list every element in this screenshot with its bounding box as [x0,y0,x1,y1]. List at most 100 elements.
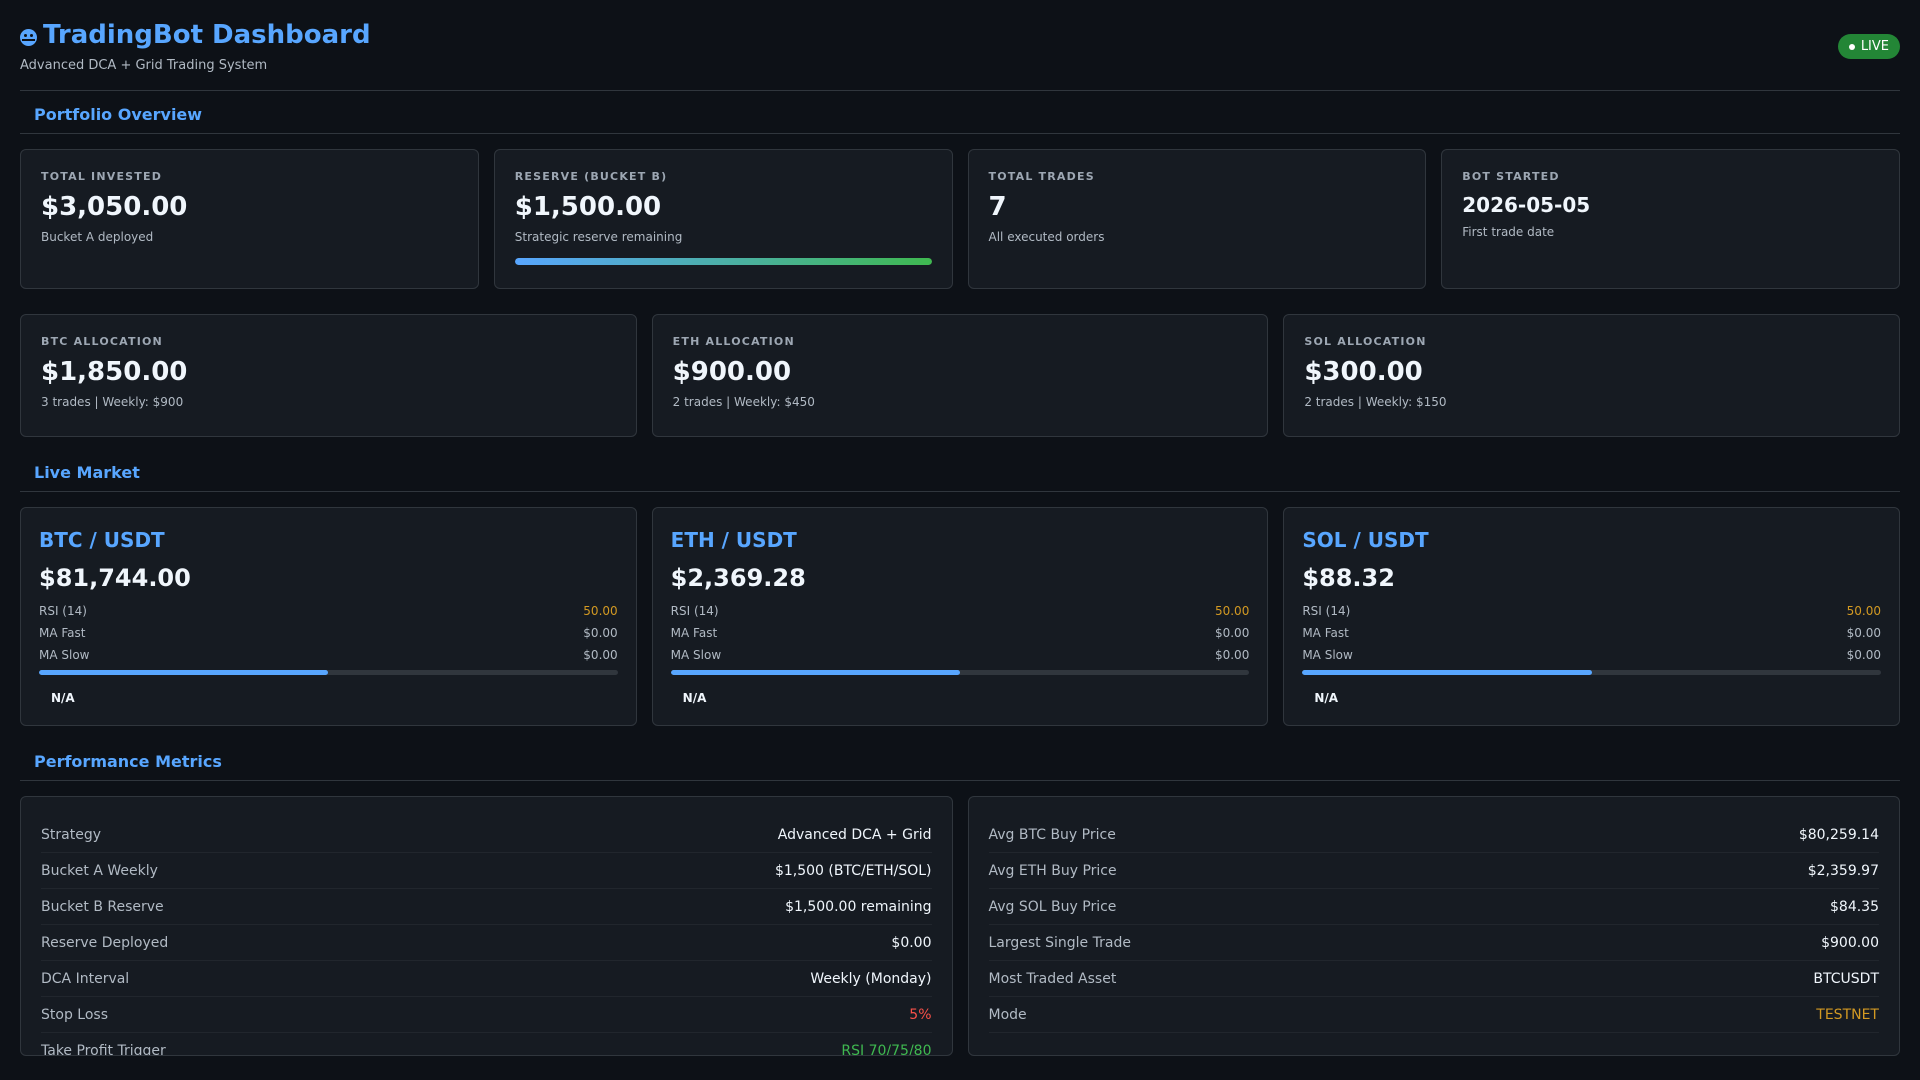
stat-label: BTC ALLOCATION [41,335,163,348]
rsi-row: RSI (14) 50.00 [1302,600,1881,622]
perf-row: Mode TESTNET [988,997,1879,1033]
perf-value: Advanced DCA + Grid [777,826,932,843]
perf-row: Avg BTC Buy Price $80,259.14 [988,817,1879,853]
section-title-performance: Performance Metrics [20,738,1900,781]
btc-allocation-card: BTC ALLOCATION $1,850.00 3 trades | Week… [20,314,637,437]
pair-name: SOL / USDT [1302,528,1429,552]
signal-label: N/A [1314,691,1339,705]
stat-label: TOTAL TRADES [988,170,1095,183]
pair-name: ETH / USDT [670,528,797,552]
rsi-level-fill [39,670,329,675]
perf-key: DCA Interval [41,970,130,987]
perf-value: $2,359.97 [1807,862,1879,879]
ma-slow-value: $0.00 [1846,648,1881,662]
perf-key: Bucket B Reserve [41,898,164,915]
total-invested-card: TOTAL INVESTED $3,050.00 Bucket A deploy… [20,149,479,289]
perf-key: Bucket A Weekly [41,862,158,879]
perf-key: Avg ETH Buy Price [988,862,1117,879]
stat-label: ETH ALLOCATION [672,335,795,348]
ma-fast-row: MA Fast $0.00 [39,622,618,644]
signal-label: N/A [51,691,75,705]
perf-row: Avg ETH Buy Price $2,359.97 [988,853,1879,889]
perf-row: DCA Interval Weekly (Monday) [41,961,932,997]
eth-allocation-card: ETH ALLOCATION $900.00 2 trades | Weekly… [651,314,1269,437]
perf-key: Stop Loss [41,1006,108,1023]
metric-label: MA Fast [670,626,718,640]
perf-value: $1,500 (BTC/ETH/SOL) [774,862,932,879]
take-profit-value: RSI 70/75/80 [841,1042,932,1056]
perf-key: Reserve Deployed [41,934,169,951]
ma-fast-value: $0.00 [1214,626,1250,640]
perf-row: Stop Loss 5% [41,997,932,1033]
ma-fast-value: $0.00 [583,626,618,640]
stat-sub: 2 trades | Weekly: $450 [672,395,815,409]
pair-price: $2,369.28 [670,564,806,592]
perf-row: Take Profit Trigger RSI 70/75/80 [41,1033,932,1056]
ma-fast-value: $0.00 [1846,626,1881,640]
market-cards: BTC / USDT $81,744.00 RSI (14) 50.00 MA F… [20,507,1900,726]
metric-label: RSI (14) [670,604,719,618]
perf-value: $1,500.00 remaining [785,898,932,915]
perf-key: Avg SOL Buy Price [988,898,1117,915]
ma-slow-value: $0.00 [583,648,618,662]
total-trades-card: TOTAL TRADES 7 All executed orders [967,149,1427,289]
stat-sub: First trade date [1462,225,1555,239]
perf-key: Largest Single Trade [988,934,1131,951]
perf-row: Bucket B Reserve $1,500.00 remaining [41,889,932,925]
robot-icon [20,28,37,46]
stat-value: $3,050.00 [41,192,188,222]
perf-row: Most Traded Asset BTCUSDT [988,961,1879,997]
ma-slow-value: $0.00 [1214,648,1250,662]
perf-value: BTCUSDT [1813,970,1879,987]
rsi-level-bar [39,670,618,675]
app-subtitle: Advanced DCA + Grid Trading System [20,58,268,73]
reserve-progress-fill [514,258,932,265]
allocation-cards: BTC ALLOCATION $1,850.00 3 trades | Week… [20,314,1900,437]
rsi-row: RSI (14) 50.00 [671,600,1250,622]
ma-slow-row: MA Slow $0.00 [671,644,1250,666]
eth-market-card: ETH / USDT $2,369.28 RSI (14) 50.00 MA Fa… [651,507,1269,726]
metric-label: MA Slow [1302,648,1353,662]
live-status-badge: LIVE [1837,34,1900,59]
stat-sub: Bucket A deployed [41,230,154,244]
perf-value: $84.35 [1830,898,1879,915]
metric-label: RSI (14) [1302,604,1351,618]
stat-sub: All executed orders [988,230,1105,244]
bot-started-card: BOT STARTED 2026-05-05 First trade date [1441,149,1900,289]
performance-cards: Strategy Advanced DCA + Grid Bucket A Wee… [20,796,1900,1056]
metric-label: RSI (14) [39,604,87,618]
pair-price: $88.32 [1302,564,1395,592]
stat-value: $1,850.00 [41,357,188,387]
stat-sub: Strategic reserve remaining [514,230,683,244]
stat-sub: 3 trades | Weekly: $900 [41,395,184,409]
rsi-row: RSI (14) 50.00 [39,600,618,622]
rsi-level-fill [1302,670,1592,675]
rsi-level-fill [670,670,960,675]
strategy-metrics-card: Strategy Advanced DCA + Grid Bucket A Wee… [20,796,953,1056]
sol-market-card: SOL / USDT $88.32 RSI (14) 50.00 MA Fast $… [1283,507,1900,726]
rsi-level-bar [1302,670,1881,675]
stat-value: $900.00 [672,357,792,387]
ma-slow-row: MA Slow $0.00 [39,644,618,666]
stat-value: $1,500.00 [514,192,662,222]
rsi-value: 50.00 [583,604,618,618]
stat-value: 2026-05-05 [1462,193,1591,217]
ma-fast-row: MA Fast $0.00 [1302,622,1881,644]
perf-key: Strategy [41,826,101,843]
trade-metrics-card: Avg BTC Buy Price $80,259.14 Avg ETH Buy … [967,796,1900,1056]
perf-value: Weekly (Monday) [810,970,932,987]
perf-key: Avg BTC Buy Price [988,826,1116,843]
perf-row: Avg SOL Buy Price $84.35 [988,889,1879,925]
perf-value: $0.00 [891,934,932,951]
mode-value: TESTNET [1816,1006,1879,1023]
rsi-level-bar [670,670,1250,675]
perf-row: Largest Single Trade $900.00 [988,925,1879,961]
perf-key: Most Traded Asset [988,970,1117,987]
perf-value: $80,259.14 [1798,826,1879,843]
live-status-label: LIVE [1860,39,1889,54]
pair-price: $81,744.00 [39,564,191,592]
perf-key: Mode [988,1006,1027,1023]
stat-label: SOL ALLOCATION [1304,335,1427,348]
stat-value: $300.00 [1304,357,1423,387]
section-title-portfolio: Portfolio Overview [20,91,1900,134]
